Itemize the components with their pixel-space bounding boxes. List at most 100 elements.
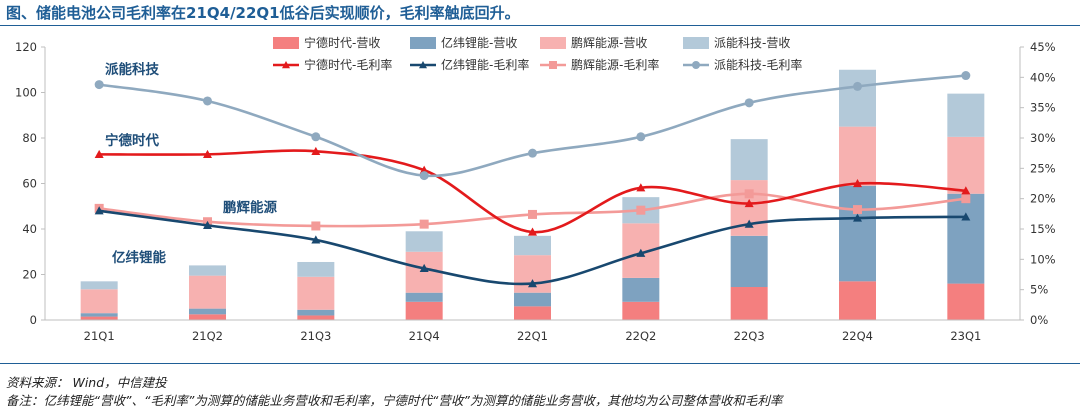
legend-label: 派能科技-毛利率 xyxy=(714,57,802,72)
legend-label: 鹏辉能源-毛利率 xyxy=(571,57,659,72)
y2-tick-label: 35% xyxy=(1030,101,1056,115)
y-tick-label: 0 xyxy=(30,313,37,327)
line-point xyxy=(692,61,700,69)
bar-segment xyxy=(189,275,226,309)
remark-note: 备注：亿纬锂能“营收”、“毛利率”为测算的储能业务营收和毛利率，宁德时代“营收”… xyxy=(6,393,783,408)
bar-segment xyxy=(514,306,551,320)
series-line xyxy=(99,149,966,234)
legend-label: 派能科技-营收 xyxy=(714,36,790,50)
line-point xyxy=(853,213,862,222)
line-point xyxy=(203,149,212,158)
bar-segment xyxy=(297,261,335,277)
y-tick-label: 60 xyxy=(22,177,37,191)
legend-label: 宁德时代-毛利率 xyxy=(304,57,392,72)
y-tick-label: 80 xyxy=(22,131,37,145)
x-tick-label: 22Q1 xyxy=(517,329,548,343)
y2-tick-label: 45% xyxy=(1030,40,1056,54)
y2-tick-label: 40% xyxy=(1030,70,1056,84)
line-point xyxy=(853,205,862,215)
bar-segment xyxy=(80,316,118,320)
line-point xyxy=(853,81,862,91)
bar-segment xyxy=(839,281,876,320)
line-point xyxy=(528,227,537,236)
x-tick-label: 21Q1 xyxy=(84,329,115,343)
line-point xyxy=(636,132,646,142)
line-point xyxy=(744,98,754,108)
bar-segment xyxy=(730,287,768,320)
line-point xyxy=(419,61,427,69)
bar-segment xyxy=(839,69,876,127)
bar-segment xyxy=(730,139,768,181)
line-point xyxy=(282,61,290,69)
bar-segment xyxy=(839,185,876,282)
legend-label: 亿纬锂能-营收 xyxy=(441,35,517,50)
footer-divider xyxy=(0,363,1080,364)
line-point xyxy=(94,80,104,90)
legend-label: 鹏辉能源-营收 xyxy=(571,36,647,50)
chart: 0 20 40 60 80 100 120 0% 5% 10% 15% 20% 25% 30% 35% 40%… xyxy=(15,35,1056,343)
line-point xyxy=(853,179,862,188)
line-point xyxy=(528,209,537,219)
line-point xyxy=(528,148,537,158)
line-point xyxy=(311,221,321,231)
legend-swatch xyxy=(273,37,299,49)
bar-segment xyxy=(189,265,226,276)
line-point xyxy=(311,146,321,155)
legend-label: 亿纬锂能-毛利率 xyxy=(441,57,529,72)
bar-segment xyxy=(622,277,660,302)
line-point xyxy=(961,71,971,81)
bar-segment xyxy=(947,283,985,320)
x-tick-label: 22Q3 xyxy=(734,329,765,343)
bar-segment xyxy=(189,314,226,320)
x-tick-label: 22Q4 xyxy=(842,329,873,343)
line-point xyxy=(311,132,321,142)
line-layer xyxy=(94,71,971,288)
series-name-label: 派能科技 xyxy=(105,61,159,78)
bar-segment xyxy=(947,193,985,284)
series-name-label: 宁德时代 xyxy=(105,132,159,149)
line-point xyxy=(419,219,429,229)
bar-segment xyxy=(730,235,768,288)
y2-tick-label: 10% xyxy=(1030,252,1056,266)
series-name-label: 亿纬锂能 xyxy=(112,249,166,266)
bar-segment xyxy=(405,231,443,252)
source-note: 资料来源： Wind，中信建投 xyxy=(6,375,167,390)
bar-segment xyxy=(297,315,335,320)
line-point xyxy=(744,219,754,228)
line-point xyxy=(961,186,971,195)
legend-label: 宁德时代-营收 xyxy=(304,35,380,50)
line-point xyxy=(528,279,537,288)
line-point xyxy=(636,183,646,192)
bar-segment xyxy=(947,93,985,137)
bar-segment xyxy=(80,289,118,314)
y-tick-label: 120 xyxy=(15,40,37,54)
legend-swatch xyxy=(540,37,566,49)
legend-swatch xyxy=(410,37,436,49)
y-tick-label: 20 xyxy=(22,268,37,282)
series-line xyxy=(98,74,966,178)
series-name-label: 鹏辉能源 xyxy=(223,199,277,216)
axis-layer: 0 20 40 60 80 100 120 0% 5% 10% 15% 20% 25% 30% 35% 40%… xyxy=(15,40,1056,343)
bar-segment xyxy=(189,308,226,315)
bar-segment xyxy=(297,309,335,316)
line-point xyxy=(203,96,212,106)
line-point xyxy=(636,205,646,215)
y2-tick-label: 30% xyxy=(1030,131,1056,145)
y-tick-label: 100 xyxy=(15,86,37,100)
line-point xyxy=(549,61,557,69)
bar-segment xyxy=(514,292,551,307)
x-tick-label: 21Q3 xyxy=(300,329,331,343)
bar-segment xyxy=(405,301,443,320)
bar-segment xyxy=(80,313,118,317)
y2-tick-label: 15% xyxy=(1030,222,1056,236)
line-point xyxy=(744,199,754,208)
line-point xyxy=(311,235,321,244)
legend-swatch xyxy=(683,37,709,49)
y2-tick-label: 5% xyxy=(1030,283,1048,297)
y2-tick-label: 25% xyxy=(1030,161,1056,175)
line-point xyxy=(636,248,646,257)
bar-segment xyxy=(405,292,443,302)
line-point xyxy=(203,220,212,229)
